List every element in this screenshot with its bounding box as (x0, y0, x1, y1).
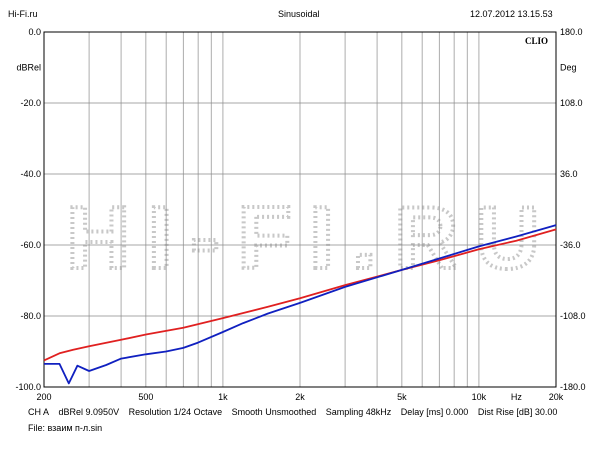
dist-rise-label: Dist Rise [dB] 30.00 (477, 407, 558, 417)
channel-label: CH A (28, 407, 50, 417)
y-left-tick-label: -100.0 (15, 382, 41, 392)
y-right-tick-label: -36.0 (560, 240, 581, 250)
series-line-1 (43, 228, 557, 362)
y-left-tick-label: 0.0 (28, 27, 41, 37)
x-unit-label: Hz (511, 392, 522, 402)
source-label: Hi-Fi.ru (8, 9, 38, 19)
y-right-tick-label: -108.0 (560, 311, 586, 321)
resolution-label: Resolution 1/24 Octave (128, 407, 223, 417)
smooth-label: Smooth Unsmoothed (231, 407, 317, 417)
x-tick-label: 10k (472, 392, 487, 402)
y-right-tick-label: 108.0 (560, 98, 583, 108)
level-label: dBRel 9.0950V (58, 407, 120, 417)
x-tick-label: 500 (138, 392, 153, 402)
y-right-tick-label: 36.0 (560, 169, 578, 179)
datetime-label: 12.07.2012 13.15.53 (470, 9, 553, 19)
y-left-tick-label: -80.0 (20, 311, 41, 321)
delay-label: Delay [ms] 0.000 (400, 407, 469, 417)
y-left-tick-label: -40.0 (20, 169, 41, 179)
y-left-axis-label: dBRel (16, 63, 41, 73)
measurement-info: CH A dBRel 9.0950V Resolution 1/24 Octav… (28, 407, 564, 417)
y-right-tick-label: 180.0 (560, 27, 583, 37)
watermark: HI-FI.RU (66, 188, 557, 287)
brand-label: CLIO (525, 36, 548, 46)
y-right-tick-label: -180.0 (560, 382, 586, 392)
x-tick-label: 5k (397, 392, 407, 402)
y-right-axis-label: Deg (560, 63, 577, 73)
x-tick-label: 1k (218, 392, 228, 402)
y-left-tick-label: -60.0 (20, 240, 41, 250)
series-line-2 (44, 224, 557, 385)
plot-frame (43, 31, 557, 388)
x-tick-label: 20k (549, 392, 564, 402)
file-label: File: взаим п-л.sin (28, 423, 103, 433)
x-tick-label: 2k (295, 392, 305, 402)
sampling-label: Sampling 48kHz (325, 407, 392, 417)
mode-label: Sinusoidal (278, 9, 320, 19)
x-tick-label: 200 (36, 392, 51, 402)
y-left-tick-label: -20.0 (20, 98, 41, 108)
